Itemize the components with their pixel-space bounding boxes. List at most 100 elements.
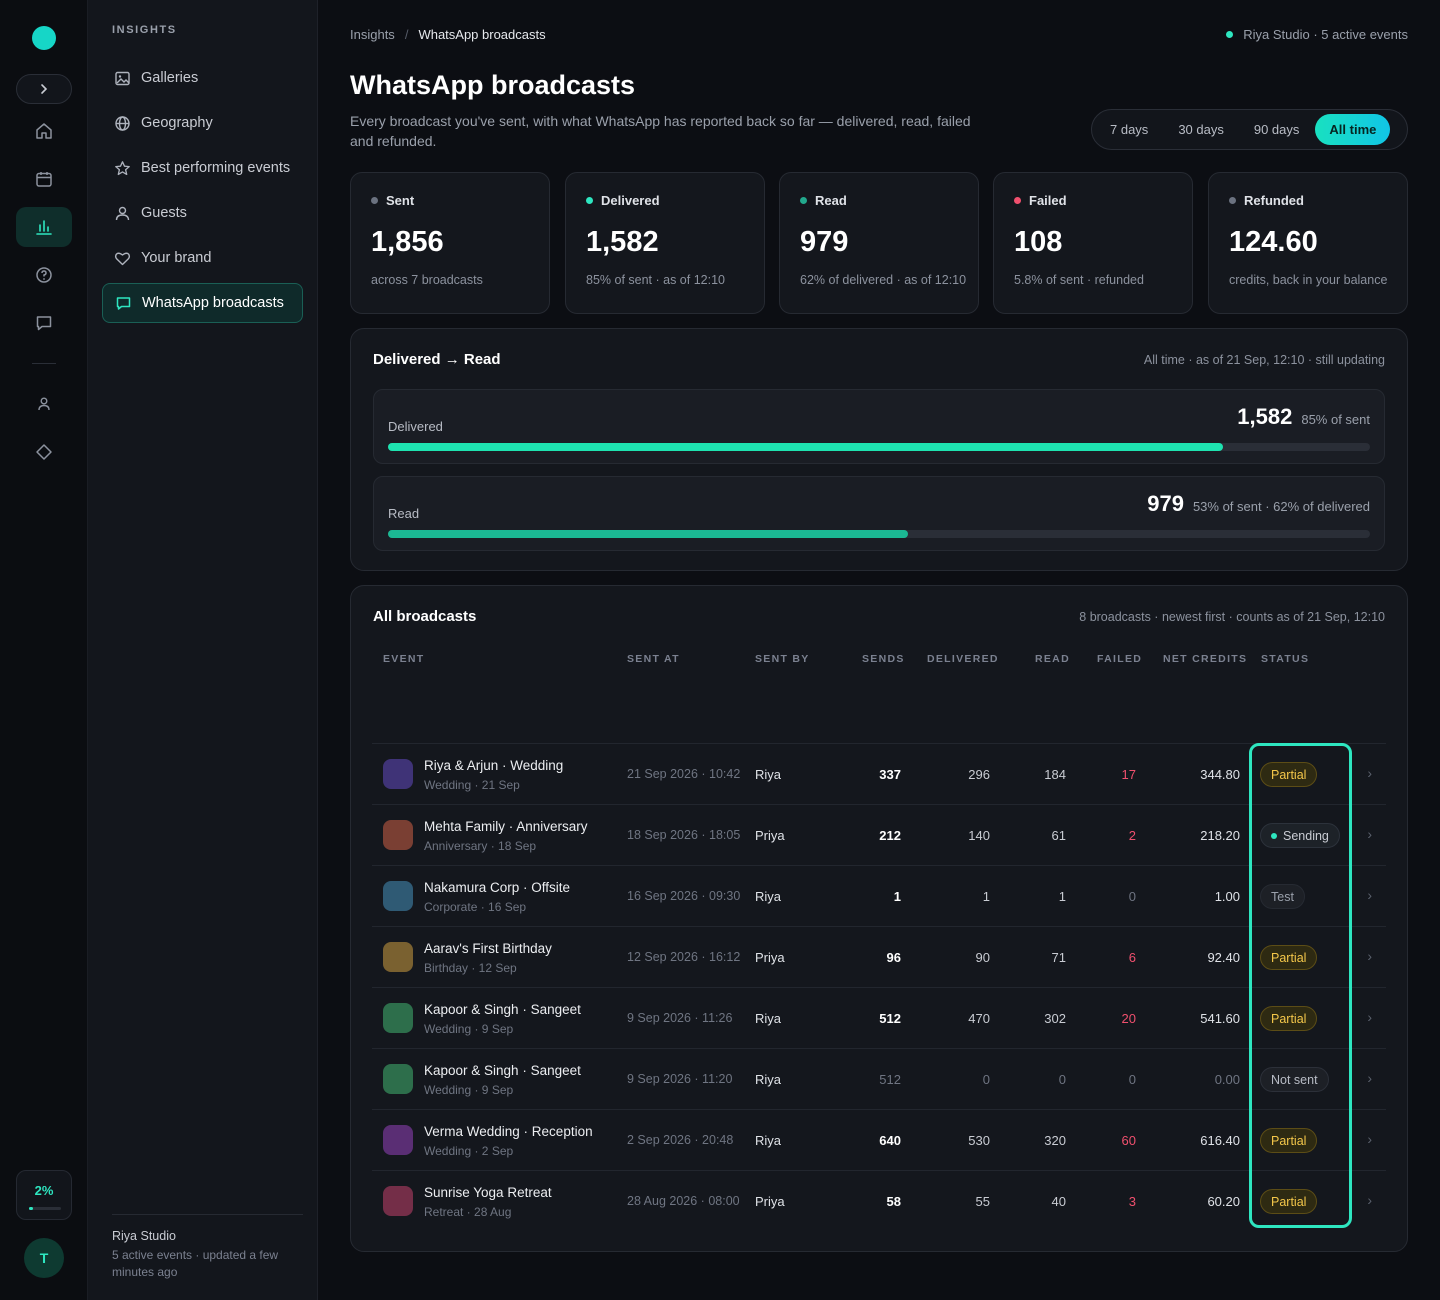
table-row[interactable]: Verma Wedding · Reception Wedding · 2 Sep…: [372, 1109, 1386, 1170]
chevron-right-icon[interactable]: ›: [1367, 1192, 1372, 1208]
read-count: 61: [1051, 828, 1066, 843]
sidebar-item-whatsapp-broadcasts[interactable]: WhatsApp broadcasts: [102, 283, 303, 323]
help-icon: [36, 267, 52, 283]
failed-count: 0: [1128, 1072, 1136, 1087]
funnel-sub: 53% of sent · 62% of delivered: [1192, 499, 1370, 514]
org-name: Riya Studio: [112, 1229, 176, 1243]
breadcrumb-insights[interactable]: Insights: [350, 27, 395, 42]
rail-help[interactable]: [16, 255, 72, 295]
event-thumbnail: [383, 942, 413, 972]
column-header-sends[interactable]: SENDS: [862, 653, 905, 665]
sidebar-item-label: Guests: [141, 205, 187, 221]
column-header-event[interactable]: EVENT: [383, 653, 425, 665]
delivered-count: 55: [975, 1194, 990, 1209]
table-row[interactable]: Nakamura Corp · Offsite Corporate · 16 Se…: [372, 865, 1386, 926]
chevron-right-icon: [41, 84, 48, 94]
status-dot: [1229, 197, 1236, 204]
rail-home[interactable]: [16, 111, 72, 151]
sidebar-item-label: Geography: [141, 115, 213, 131]
range-30-days[interactable]: 30 days: [1178, 122, 1224, 137]
rail-calendar[interactable]: [16, 159, 72, 199]
event-name: Nakamura Corp · Offsite: [424, 880, 571, 895]
column-header-failed[interactable]: FAILED: [1097, 653, 1143, 665]
chevron-right-icon[interactable]: ›: [1367, 887, 1372, 903]
event-name: Mehta Family · Anniversary: [424, 819, 588, 834]
sends-count: 96: [886, 950, 901, 965]
table-row[interactable]: Mehta Family · Anniversary Anniversary · …: [372, 804, 1386, 865]
expand-sidebar-button[interactable]: [16, 74, 72, 104]
sends-count: 640: [879, 1133, 901, 1148]
status-text: Partial: [1271, 767, 1307, 782]
status-dot: [371, 197, 378, 204]
status-badge: Partial: [1260, 945, 1318, 970]
kpi-value: 979: [800, 226, 849, 258]
sidebar-item-geography[interactable]: Geography: [102, 103, 303, 143]
status-badge: Partial: [1260, 1128, 1318, 1153]
net-credits: 616.40: [1200, 1133, 1240, 1148]
rail-messages[interactable]: [16, 303, 72, 343]
chevron-right-icon[interactable]: ›: [1367, 1070, 1372, 1086]
delivered-count: 530: [968, 1133, 990, 1148]
event-meta: Wedding · 9 Sep: [424, 1083, 514, 1097]
chevron-right-icon[interactable]: ›: [1367, 948, 1372, 964]
logo[interactable]: [32, 26, 56, 50]
workspace-status-text: Riya Studio · 5 active events: [1243, 27, 1408, 42]
event-name: Riya & Arjun · Wedding: [424, 758, 564, 773]
column-header-read[interactable]: READ: [1035, 653, 1070, 665]
kpi-label: Read: [800, 193, 958, 208]
table-row[interactable]: Kapoor & Singh · Sangeet Wedding · 9 Sep 9…: [372, 1048, 1386, 1109]
rail-profile[interactable]: [16, 384, 72, 424]
rail-insights[interactable]: [16, 207, 72, 247]
sidebar-item-your-brand[interactable]: Your brand: [102, 238, 303, 278]
net-credits: 541.60: [1200, 1011, 1240, 1026]
range-90-days[interactable]: 90 days: [1253, 122, 1300, 137]
status-badge: Partial: [1260, 762, 1318, 787]
kpi-label-text: Refunded: [1244, 193, 1304, 208]
column-header-sent-at[interactable]: SENT AT: [627, 653, 680, 665]
read-count: 302: [1044, 1011, 1066, 1026]
column-header-sent-by[interactable]: SENT BY: [755, 653, 810, 665]
broadcasts-panel: All broadcasts 8 broadcasts · newest fir…: [350, 585, 1408, 1252]
funnel-figures: 1,582 85% of sent: [1237, 404, 1370, 430]
event-meta: Anniversary · 18 Sep: [424, 839, 537, 853]
bar-chart-icon: [36, 220, 52, 235]
chevron-right-icon[interactable]: ›: [1367, 765, 1372, 781]
usage-percent: 2%: [34, 1183, 54, 1198]
delivered-count: 1: [982, 889, 990, 904]
read-count: 1: [1058, 889, 1066, 904]
kpi-label: Failed: [1014, 193, 1172, 208]
sending-dot: [1271, 832, 1277, 839]
event-thumbnail: [383, 820, 413, 850]
table-row[interactable]: Riya & Arjun · Wedding Wedding · 21 Sep 21…: [372, 743, 1386, 804]
range-all-time[interactable]: All time: [1315, 114, 1391, 145]
diamond-icon: [36, 444, 52, 460]
status-dot: [1226, 31, 1234, 38]
delivered-count: 90: [975, 950, 990, 965]
funnel-label: Read: [388, 506, 420, 521]
org-meta: 5 active events · updated a few minutes …: [112, 1248, 279, 1279]
delivered-count: 296: [968, 767, 990, 782]
table-row[interactable]: Kapoor & Singh · Sangeet Wedding · 9 Sep 9…: [372, 987, 1386, 1048]
event-thumbnail: [383, 759, 413, 789]
event-name: Kapoor & Singh · Sangeet: [424, 1002, 581, 1017]
star-icon: [115, 160, 130, 175]
column-header-net-credits[interactable]: NET CREDITS: [1163, 653, 1248, 665]
sidebar-item-best-performing-events[interactable]: Best performing events: [102, 148, 303, 188]
net-credits: 344.80: [1200, 767, 1240, 782]
chevron-right-icon[interactable]: ›: [1367, 826, 1372, 842]
column-header-status[interactable]: STATUS: [1261, 653, 1310, 665]
read-count: 320: [1044, 1133, 1066, 1148]
chevron-right-icon[interactable]: ›: [1367, 1009, 1372, 1025]
range-7-days[interactable]: 7 days: [1110, 122, 1149, 137]
kpi-note: 5.8% of sent · refunded: [1014, 273, 1144, 287]
column-header-delivered[interactable]: DELIVERED: [927, 653, 999, 665]
table-row[interactable]: Sunrise Yoga Retreat Retreat · 28 Aug 28 A…: [372, 1170, 1386, 1231]
rail-plans[interactable]: [16, 432, 72, 472]
kpi-delivered: Delivered 1,582 85% of sent · as of 12:1…: [565, 172, 765, 314]
usage-meter[interactable]: 2%: [16, 1170, 72, 1220]
table-row[interactable]: Aarav's First Birthday Birthday · 12 Sep 1…: [372, 926, 1386, 987]
sidebar-item-galleries[interactable]: Galleries: [102, 58, 303, 98]
chevron-right-icon[interactable]: ›: [1367, 1131, 1372, 1147]
sidebar-item-guests[interactable]: Guests: [102, 193, 303, 233]
avatar[interactable]: T: [24, 1238, 64, 1278]
